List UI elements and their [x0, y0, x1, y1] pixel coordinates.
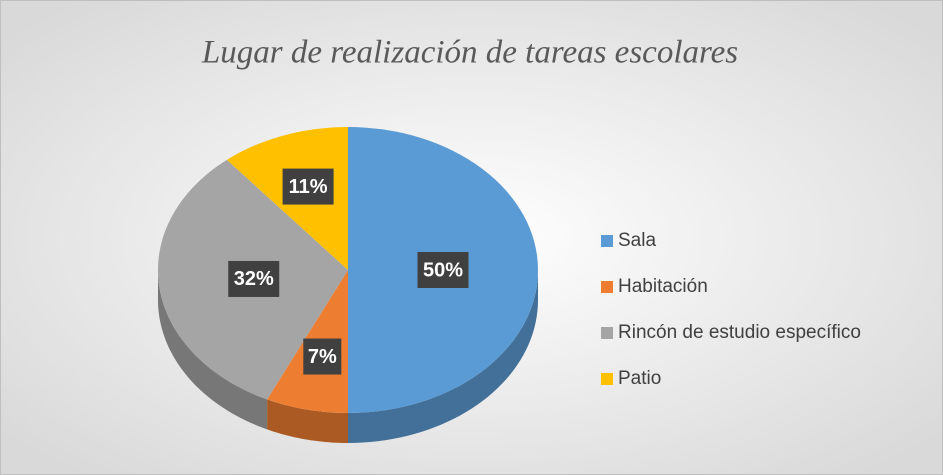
data-label-box [228, 260, 280, 297]
legend-label: Habitación [618, 276, 708, 297]
data-label: 50% [423, 259, 463, 281]
legend-label: Sala [618, 230, 656, 251]
legend-swatch [601, 373, 613, 385]
legend-label: Rincón de estudio específico [618, 322, 861, 343]
legend-swatch [601, 281, 613, 293]
data-label-box [303, 338, 342, 375]
pie-side [158, 270, 268, 430]
data-label-box [282, 168, 334, 205]
legend-label: Patio [618, 368, 661, 389]
legend-swatch [601, 235, 613, 247]
data-label: 7% [308, 346, 337, 368]
data-label: 11% [289, 176, 328, 198]
pie-side [348, 270, 538, 443]
data-label-box [417, 252, 469, 288]
legend-swatch [601, 327, 613, 339]
data-label: 32% [234, 268, 274, 290]
chart-title: Lugar de realización de tareas escolares [201, 35, 738, 71]
pie-side [267, 399, 348, 443]
